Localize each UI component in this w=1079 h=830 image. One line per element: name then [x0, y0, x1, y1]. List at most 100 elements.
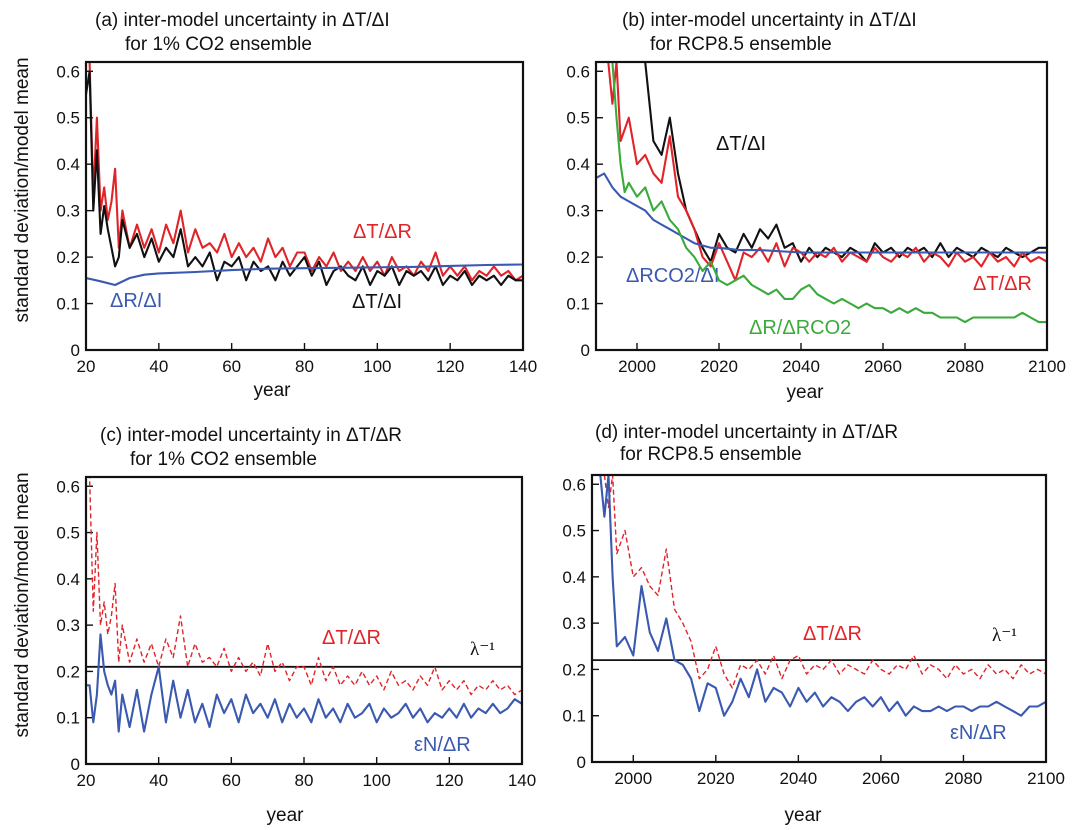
panel-b-ytick-label: 0.6: [566, 62, 590, 81]
panel-d-xtick-label: 2080: [945, 769, 983, 788]
panel-c-xtick-label: 80: [295, 771, 314, 790]
panel-b-label-dT-dR: ΔT/ΔR: [973, 273, 1032, 295]
panel-b-label-dR-dRco2: ΔR/ΔRCO2: [749, 317, 851, 339]
panel-c-xtick-label: 100: [362, 771, 390, 790]
panel-d-xtick-label: 2020: [697, 769, 735, 788]
panel-a-xtick-label: 120: [436, 357, 464, 376]
panel-d-ytick-label: 0.3: [562, 614, 586, 633]
panel-c-ytick-label: 0.3: [56, 616, 80, 635]
panel-c-ytick-label: 0.2: [56, 662, 80, 681]
panel-a-xtick-label: 40: [149, 357, 168, 376]
panel-c-plot-frame: [84, 475, 524, 766]
panel-b-ytick-label: 0.2: [566, 248, 590, 267]
panel-c-series-blue: [86, 633, 522, 733]
panel-b-ytick-label: 0: [581, 341, 590, 360]
panel-d-ytick-label: 0.5: [562, 522, 586, 541]
panel-c-xtick-label: 20: [77, 771, 96, 790]
panel-a-ytick-label: 0.6: [56, 62, 80, 81]
panel-a-xtick-label: 80: [295, 357, 314, 376]
panel-c-ylabel: standard deviation/model mean: [12, 472, 33, 737]
panel-a-ytick-label: 0.5: [56, 109, 80, 128]
panel-c-ytick-label: 0.1: [56, 709, 80, 728]
panel-d-label-dT-dR: ΔT/ΔR: [803, 623, 862, 645]
panel-b-series-red: [607, 62, 1047, 282]
panel-a-label-dR-dI: ΔR/ΔI: [110, 290, 162, 312]
panel-c-label-lambda: λ⁻¹: [470, 639, 495, 660]
panel-d-series-blue: [599, 475, 1046, 717]
panel-d-label-lambda: λ⁻¹: [992, 625, 1017, 646]
panel-c-ytick-label: 0.5: [56, 524, 80, 543]
panel-a-xtick-label: 140: [509, 357, 537, 376]
panel-c-label-eN-dR: εN/ΔR: [414, 734, 471, 756]
panel-d-series-red: [603, 475, 1046, 689]
panel-d-ytick-label: 0.4: [562, 568, 586, 587]
panel-d-title-line2: for RCP8.5 ensemble: [620, 444, 802, 465]
panel-c-xtick-label: 120: [435, 771, 463, 790]
panel-c: (c) inter-model uncertainty in ΔT/ΔR for…: [12, 425, 536, 826]
panel-d-xlabel: year: [785, 805, 823, 826]
panel-d-xtick-label: 2000: [614, 769, 652, 788]
panel-d-plot-frame: [590, 473, 1048, 764]
panel-d-xtick-label: 2060: [862, 769, 900, 788]
panel-b-xtick-label: 2080: [946, 357, 984, 376]
panel-d-ytick-label: 0.1: [562, 707, 586, 726]
panel-b-xtick-label: 2060: [864, 357, 902, 376]
panel-c-title-line1: (c) inter-model uncertainty in ΔT/ΔR: [100, 425, 402, 446]
panel-b-xtick-label: 2100: [1028, 357, 1066, 376]
panel-a-xlabel: year: [254, 380, 292, 401]
panel-c-title-line2: for 1% CO2 ensemble: [130, 449, 317, 470]
panel-b-ytick-label: 0.3: [566, 202, 590, 221]
panel-d: (d) inter-model uncertainty in ΔT/ΔR for…: [562, 422, 1065, 826]
panel-a-ylabel: standard deviation/model mean: [12, 57, 33, 322]
panel-a-ytick-label: 0.3: [56, 202, 80, 221]
panel-a-xtick-label: 60: [222, 357, 241, 376]
panel-b-plot-frame: [594, 60, 1049, 352]
panel-a-series-blue: [86, 263, 523, 287]
panel-c-ytick-label: 0: [71, 755, 80, 774]
panel-c-label-dT-dR: ΔT/ΔR: [322, 627, 381, 649]
panel-a-title-line1: (a) inter-model uncertainty in ΔT/ΔI: [95, 10, 390, 31]
panel-d-title-line1: (d) inter-model uncertainty in ΔT/ΔR: [595, 422, 898, 443]
panel-c-xtick-label: 140: [508, 771, 536, 790]
panel-d-ytick-label: 0.6: [562, 475, 586, 494]
panel-d-xtick-label: 2100: [1027, 769, 1065, 788]
panel-a-ytick-label: 0: [71, 341, 80, 360]
panel-b-ytick-label: 0.1: [566, 295, 590, 314]
panel-b-label-dT-dI: ΔT/ΔI: [716, 133, 766, 155]
panel-a-ytick-label: 0.1: [56, 295, 80, 314]
panel-b-xlabel: year: [787, 382, 825, 403]
panel-b-series-green: [611, 62, 1047, 324]
panel-b-title-line2: for RCP8.5 ensemble: [650, 34, 832, 55]
panel-a-xtick-label: 100: [363, 357, 391, 376]
panel-d-label-eN-dR: εN/ΔR: [950, 722, 1007, 744]
panel-b-ytick-label: 0.5: [566, 109, 590, 128]
panel-b-series-black: [612, 62, 1047, 263]
panel-b-series-blue: [596, 172, 1047, 254]
panel-c-xtick-label: 40: [149, 771, 168, 790]
panel-d-ytick-label: 0: [577, 753, 586, 772]
panel-b-title-line1: (b) inter-model uncertainty in ΔT/ΔI: [622, 10, 917, 31]
panel-a-label-dT-dR: ΔT/ΔR: [353, 221, 412, 243]
panel-a-title-line2: for 1% CO2 ensemble: [125, 34, 312, 55]
panel-b-xtick-label: 2040: [782, 357, 820, 376]
panel-c-ytick-label: 0.6: [56, 477, 80, 496]
panel-d-xtick-label: 2040: [779, 769, 817, 788]
panel-d-ytick-label: 0.2: [562, 660, 586, 679]
panel-a-label-dT-dI: ΔT/ΔI: [352, 291, 402, 313]
panel-b-xtick-label: 2000: [618, 357, 656, 376]
panel-b-ytick-label: 0.4: [566, 155, 590, 174]
panel-a-ytick-label: 0.2: [56, 248, 80, 267]
panel-c-series-red: [86, 477, 522, 696]
panel-a-series-red: [86, 62, 523, 282]
panel-a-xtick-label: 20: [77, 357, 96, 376]
panel-b-xtick-label: 2020: [700, 357, 738, 376]
panel-a-plot-frame: [84, 60, 525, 352]
panel-b: (b) inter-model uncertainty in ΔT/ΔI for…: [566, 10, 1066, 403]
panel-a: (a) inter-model uncertainty in ΔT/ΔI for…: [12, 10, 537, 401]
panel-c-ytick-label: 0.4: [56, 570, 80, 589]
panel-a-ytick-label: 0.4: [56, 155, 80, 174]
panel-b-label-dRco2-dI: ΔRCO2/ΔI: [626, 265, 719, 287]
panel-c-xlabel: year: [267, 805, 305, 826]
panel-c-xtick-label: 60: [222, 771, 241, 790]
